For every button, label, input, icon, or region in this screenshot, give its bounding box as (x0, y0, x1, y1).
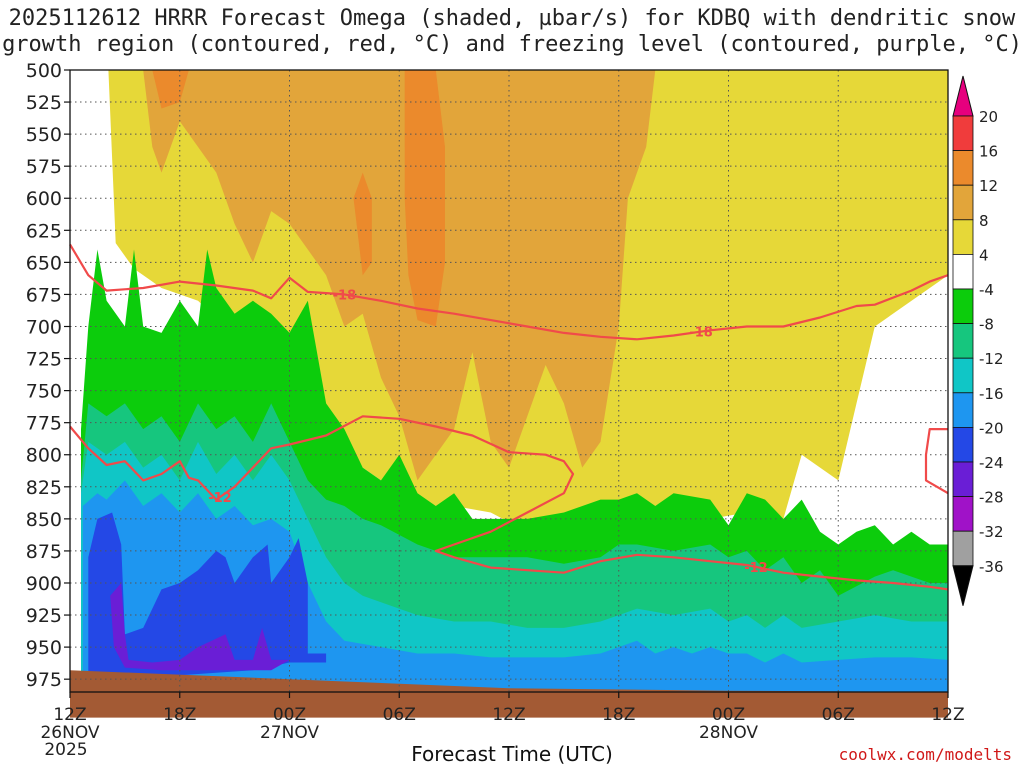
omega-12-to-16-region (404, 70, 445, 327)
y-tick-label-500: 500 (26, 60, 62, 82)
colorbar-label-2: 12 (979, 177, 998, 195)
colorbar-label-7: -12 (979, 350, 1004, 368)
colorbar-band-9 (952, 426, 974, 463)
colorbar-label-4: 4 (979, 246, 989, 264)
omega-12-to-16-region (152, 70, 189, 109)
contour--12 (69, 415, 949, 591)
x-tick-label-42: 06Z (822, 705, 855, 725)
x-tick-label-30: 18Z (602, 705, 635, 725)
y-tick-label-525: 525 (26, 92, 62, 114)
y-tick-label-850: 850 (26, 509, 62, 531)
chart-title-line-1: 2025112612 HRRR Forecast Omega (shaded, … (8, 6, 1016, 31)
x-tick-year-0: 2025 (44, 740, 87, 760)
contour-label-a-1: -12 (208, 491, 232, 506)
colorbar-band-12 (952, 530, 974, 567)
colorbar-label-1: 16 (979, 143, 998, 161)
y-tick-label-950: 950 (26, 637, 62, 659)
x-tick-date-36: 28NOV (699, 723, 758, 743)
x-tick-label-0: 12Z (53, 705, 86, 725)
colorbar-band-6 (952, 323, 974, 359)
x-tick-date-12: 27NOV (260, 723, 319, 743)
y-tick-label-725: 725 (26, 349, 62, 371)
x-axis-label: Forecast Time (UTC) (411, 742, 613, 766)
y-tick-label-650: 650 (26, 252, 62, 274)
x-tick-label-36: 00Z (712, 705, 745, 725)
colorbar-label-0: 20 (979, 108, 998, 126)
y-tick-label-800: 800 (26, 445, 62, 467)
colorbar-label-3: 8 (979, 212, 989, 230)
colorbar-label-10: -24 (979, 454, 1004, 472)
y-tick-label-625: 625 (26, 220, 62, 242)
y-tick-label-975: 975 (26, 669, 62, 691)
contour--18 (69, 243, 949, 341)
x-tick-label-24: 12Z (492, 705, 525, 725)
colorbar-band-0 (952, 115, 974, 151)
y-tick-label-575: 575 (26, 156, 62, 178)
colorbar-band-8 (952, 392, 974, 428)
colorbar-label-8: -16 (979, 385, 1004, 403)
colorbar-band-1 (952, 150, 974, 186)
contour-label-b-0: -18 (689, 326, 713, 341)
y-tick-label-900: 900 (26, 573, 62, 595)
y-tick-label-925: 925 (26, 605, 62, 627)
contour-extra-2 (924, 428, 949, 495)
colorbar-band-5 (952, 288, 974, 324)
omega-neg20-to-neg24-region (88, 512, 327, 680)
contour-label-a-0: -18 (333, 288, 357, 303)
colorbar-label-13: -36 (979, 558, 1004, 576)
colorbar-bottom-arrow (952, 565, 974, 606)
x-tick-label-12: 00Z (273, 705, 306, 725)
x-tick-date-0: 26NOV (40, 723, 99, 743)
colorbar-top-arrow (952, 75, 974, 117)
omega-neg24-to-neg28-region (110, 583, 290, 671)
contour-label-b-1: -12 (744, 561, 768, 576)
y-tick-label-775: 775 (26, 413, 62, 435)
colorbar-label-11: -28 (979, 489, 1004, 507)
colorbar-label-12: -32 (979, 523, 1004, 541)
y-tick-label-675: 675 (26, 284, 62, 306)
y-tick-label-550: 550 (26, 124, 62, 146)
colorbar-band-7 (952, 357, 974, 394)
y-tick-label-875: 875 (26, 541, 62, 563)
colorbar-band-4 (952, 253, 974, 290)
colorbar-band-2 (952, 184, 974, 221)
x-tick-label-6: 18Z (163, 705, 196, 725)
y-tick-label-825: 825 (26, 477, 62, 499)
x-tick-label-18: 06Z (383, 705, 416, 725)
chart-title-line-2: growth region (contoured, red, °C) and f… (2, 32, 1022, 57)
colorbar-band-3 (952, 219, 974, 255)
colorbar-label-5: -4 (979, 281, 994, 299)
site-credit: coolwx.com/modelts (838, 745, 1012, 764)
y-tick-label-700: 700 (26, 316, 62, 338)
x-tick-label-48: 12Z (931, 705, 964, 725)
colorbar-label-9: -20 (979, 419, 1004, 437)
colorbar-label-6: -8 (979, 316, 994, 334)
colorbar-band-10 (952, 461, 974, 497)
omega-12-to-16-region (353, 172, 372, 276)
y-tick-label-750: 750 (26, 381, 62, 403)
colorbar-band-11 (952, 496, 974, 532)
y-tick-label-600: 600 (26, 188, 62, 210)
